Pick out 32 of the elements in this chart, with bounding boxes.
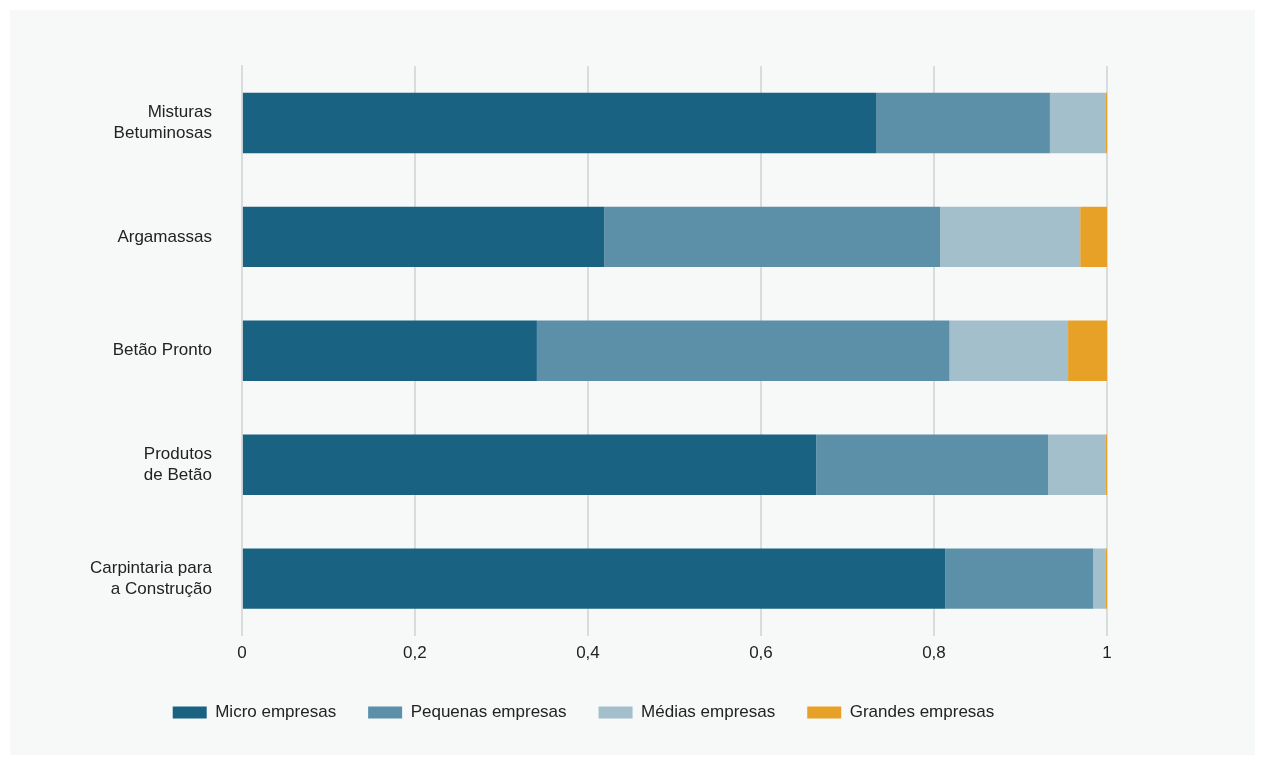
- bar: [940, 206, 1081, 268]
- x-tick-label: 0: [237, 643, 247, 663]
- x-tick-label: 0,6: [749, 643, 773, 663]
- bar: [1049, 92, 1106, 154]
- x-tick-label: 0,2: [403, 643, 427, 663]
- bar: [949, 320, 1069, 381]
- bar: [242, 92, 877, 154]
- bar: [1093, 548, 1106, 609]
- bar: [242, 320, 537, 381]
- legend-label: Médias empresas: [641, 702, 776, 722]
- bar: [816, 434, 1049, 495]
- legend-label: Grandes empresas: [849, 702, 995, 722]
- bar: [1068, 320, 1107, 381]
- y-tick-label: Produtos de Betão: [143, 444, 212, 484]
- bar: [604, 206, 941, 268]
- legend-label: Micro empresas: [215, 702, 337, 722]
- y-tick-label: Argamassas: [117, 226, 212, 246]
- legend-label: Pequenas empresas: [410, 702, 567, 722]
- y-tick-label: Carpintaria para a Construção: [89, 558, 213, 598]
- x-tick-label: 0,8: [922, 643, 946, 663]
- y-tick-label: Betão Pronto: [112, 340, 212, 360]
- bar: [1048, 434, 1106, 495]
- x-tick-label: 0,4: [576, 643, 600, 663]
- bar: [1080, 206, 1107, 268]
- bar: [242, 434, 817, 495]
- bar: [242, 548, 946, 609]
- x-tick-label: 1: [1102, 643, 1112, 663]
- y-tick-label: Misturas Betuminosas: [113, 102, 212, 142]
- bar: [242, 206, 605, 268]
- bar: [876, 92, 1050, 154]
- bar: [536, 320, 950, 381]
- bar: [945, 548, 1094, 609]
